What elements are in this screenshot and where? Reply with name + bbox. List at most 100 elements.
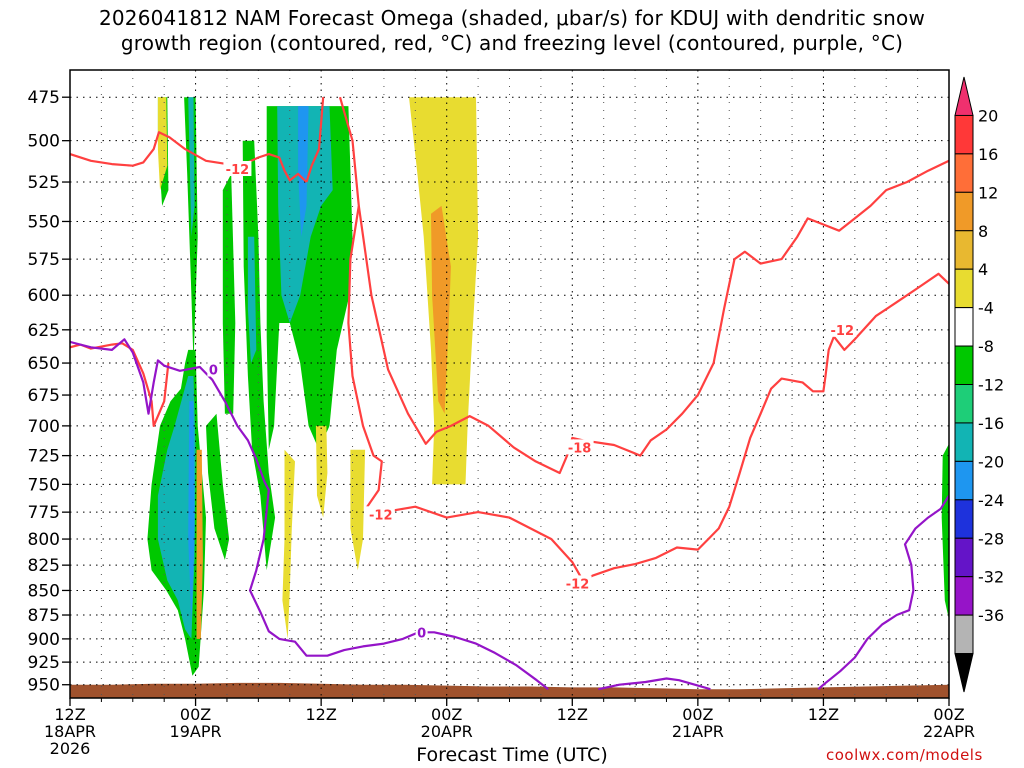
omega-region-9 <box>222 173 236 414</box>
y-tick-label-950: 950 <box>28 676 60 696</box>
y-tick-label-525: 525 <box>28 173 60 193</box>
contour-label-3: -12 <box>566 577 590 592</box>
x-tick-label-1-0: 00Z <box>180 705 211 724</box>
contour-label-bg-2 <box>565 439 594 455</box>
colorbar-label--36: -36 <box>978 606 1004 625</box>
y-tick-label-700: 700 <box>28 417 60 437</box>
colorbar-label--4: -4 <box>978 299 994 318</box>
colorbar-swatch-14 <box>954 614 974 655</box>
contour-label-bg-6 <box>415 624 428 640</box>
colorbar-swatch-12 <box>954 537 974 578</box>
omega-region-16 <box>315 425 328 518</box>
colorbar-label-16: 16 <box>978 145 998 164</box>
x-tick-label-6-0: 12Z <box>808 705 839 724</box>
omega-region-11 <box>247 236 257 364</box>
colorbar-swatch-2 <box>954 153 974 193</box>
contour-label-2: -18 <box>568 441 592 456</box>
x-tick-label-0-0: 12Z <box>54 705 85 724</box>
y-tick-label-625: 625 <box>28 321 60 341</box>
contour-label-4: -12 <box>831 324 855 339</box>
colorbar-swatch-10 <box>954 460 974 501</box>
y-tick-label-925: 925 <box>28 653 60 673</box>
y-tick-label-550: 550 <box>28 212 60 232</box>
colorbar-swatch-4 <box>954 230 974 270</box>
y-tick-label-600: 600 <box>28 286 60 306</box>
y-tick-label-875: 875 <box>28 606 60 626</box>
x-tick-label-3-1: 20APR <box>421 722 473 741</box>
y-tick-label-575: 575 <box>28 250 60 270</box>
omega-region-20 <box>941 443 949 620</box>
colorbar-swatch-11 <box>954 499 974 539</box>
colorbar-swatch-8 <box>954 384 974 424</box>
x-tick-label-1-1: 19APR <box>170 722 222 741</box>
colorbar-label-20: 20 <box>978 106 998 125</box>
colorbar-label-12: 12 <box>978 183 998 202</box>
contour-dendritic-left-vertical <box>305 97 325 183</box>
contour-label-1: -12 <box>369 508 393 523</box>
contour-label-bg-4 <box>828 321 857 337</box>
chart-title: 2026041812 NAM Forecast Omega (shaded, μ… <box>98 6 926 55</box>
x-tick-label-3-0: 00Z <box>431 705 462 724</box>
colorbar-label--8: -8 <box>978 337 994 356</box>
colorbar-label--32: -32 <box>978 568 1004 587</box>
x-tick-label-2-0: 12Z <box>305 705 336 724</box>
contour-label-bg-0 <box>223 161 252 177</box>
colorbar-swatch-6 <box>954 307 974 347</box>
colorbar-label--16: -16 <box>978 414 1004 433</box>
x-axis-label: Forecast Time (UTC) <box>416 744 608 766</box>
y-axis: 475 500 525 550 575 600 625 650 675 700 725 750 775 8… <box>28 88 70 696</box>
y-tick-label-675: 675 <box>28 386 60 406</box>
omega-region-2 <box>184 97 198 364</box>
contour-label-bg-1 <box>366 506 395 522</box>
omega-region-14 <box>298 106 309 237</box>
contour-label-6: 0 <box>417 626 426 641</box>
x-tick-label-7-0: 00Z <box>933 705 964 724</box>
omega-region-8 <box>206 413 230 560</box>
omega-region-5 <box>157 376 196 639</box>
contour-dendritic-bottom <box>383 272 949 582</box>
contour-label-bg-3 <box>563 575 592 591</box>
colorbar: 20 16 12 8 4 -4 -8 -12 -16 -20 -24 -28 -32 -36 <box>954 76 1004 693</box>
y-tick-label-500: 500 <box>28 132 60 152</box>
x-tick-label-0-2: 2026 <box>50 739 91 758</box>
contour-dendritic-mid <box>357 159 949 475</box>
colorbar-swatch-3 <box>954 191 974 232</box>
colorbar-label-4: 4 <box>978 260 988 279</box>
colorbar-swatch-7 <box>954 345 974 385</box>
colorbar-label--28: -28 <box>978 529 1004 548</box>
colorbar-swatch-13 <box>954 576 974 616</box>
y-tick-label-800: 800 <box>28 530 60 550</box>
colorbar-bottom-triangle <box>954 653 974 693</box>
y-tick-label-750: 750 <box>28 475 60 495</box>
omega-region-6 <box>188 401 195 620</box>
colorbar-label--20: -20 <box>978 452 1004 471</box>
colorbar-label--24: -24 <box>978 491 1004 510</box>
contour-dendritic-left-lower <box>338 96 383 508</box>
contour-label-bg-5 <box>207 361 220 377</box>
omega-region-1 <box>157 97 168 191</box>
y-tick-label-650: 650 <box>28 354 60 374</box>
y-tick-label-850: 850 <box>28 581 60 601</box>
contour-label-0: -12 <box>226 163 250 178</box>
contour-dendritic-upper-left <box>70 131 308 183</box>
x-tick-label-0-1: 18APR <box>44 722 96 741</box>
x-tick-label-5-0: 00Z <box>682 705 713 724</box>
credit-link[interactable]: coolwx.com/models <box>826 746 983 764</box>
omega-region-17 <box>350 449 366 571</box>
colorbar-label-8: 8 <box>978 222 988 241</box>
contour-labels: -12 -12 -18 -12 -12 0 0 <box>207 161 857 641</box>
y-tick-label-775: 775 <box>28 503 60 523</box>
y-tick-label-825: 825 <box>28 556 60 576</box>
y-tick-label-475: 475 <box>28 88 60 108</box>
x-tick-label-4-0: 12Z <box>557 705 588 724</box>
omega-region-19 <box>431 205 451 414</box>
omega-region-7 <box>196 449 203 639</box>
contour-label-5: 0 <box>209 364 218 379</box>
y-tick-label-725: 725 <box>28 447 60 467</box>
omega-region-15 <box>282 449 295 639</box>
colorbar-swatch-5 <box>954 268 974 309</box>
contour-freezing-level-right <box>598 677 711 691</box>
